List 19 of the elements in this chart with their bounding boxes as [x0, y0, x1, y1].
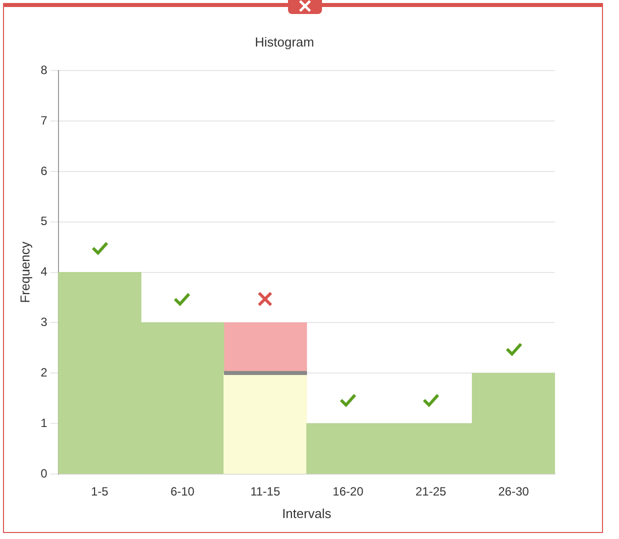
x-tick-label: 16-20 [332, 484, 364, 499]
y-tick-label: 6 [40, 164, 48, 178]
chart-title: Histogram [254, 34, 314, 50]
y-tick-label: 8 [40, 62, 48, 77]
y-tick-label: 4 [40, 264, 48, 279]
x-tick-label: 6-10 [170, 484, 195, 499]
y-tick-label: 0 [40, 466, 48, 480]
x-tick-label: 21-25 [415, 484, 446, 499]
bar [224, 372, 307, 474]
y-tick-label: 3 [40, 315, 48, 330]
x-tick-label: 1-5 [90, 484, 109, 499]
y-tick-label: 1 [40, 416, 48, 430]
y-axis-title: Frequency [17, 241, 32, 304]
y-tick-label: 2 [40, 365, 48, 380]
y-tick-label: 7 [40, 113, 48, 128]
x-axis-title: Intervals [282, 506, 332, 521]
y-tick-label: 5 [40, 214, 48, 228]
x-tick-label: 26-30 [498, 484, 530, 499]
x-tick-label: 11-15 [250, 484, 280, 499]
